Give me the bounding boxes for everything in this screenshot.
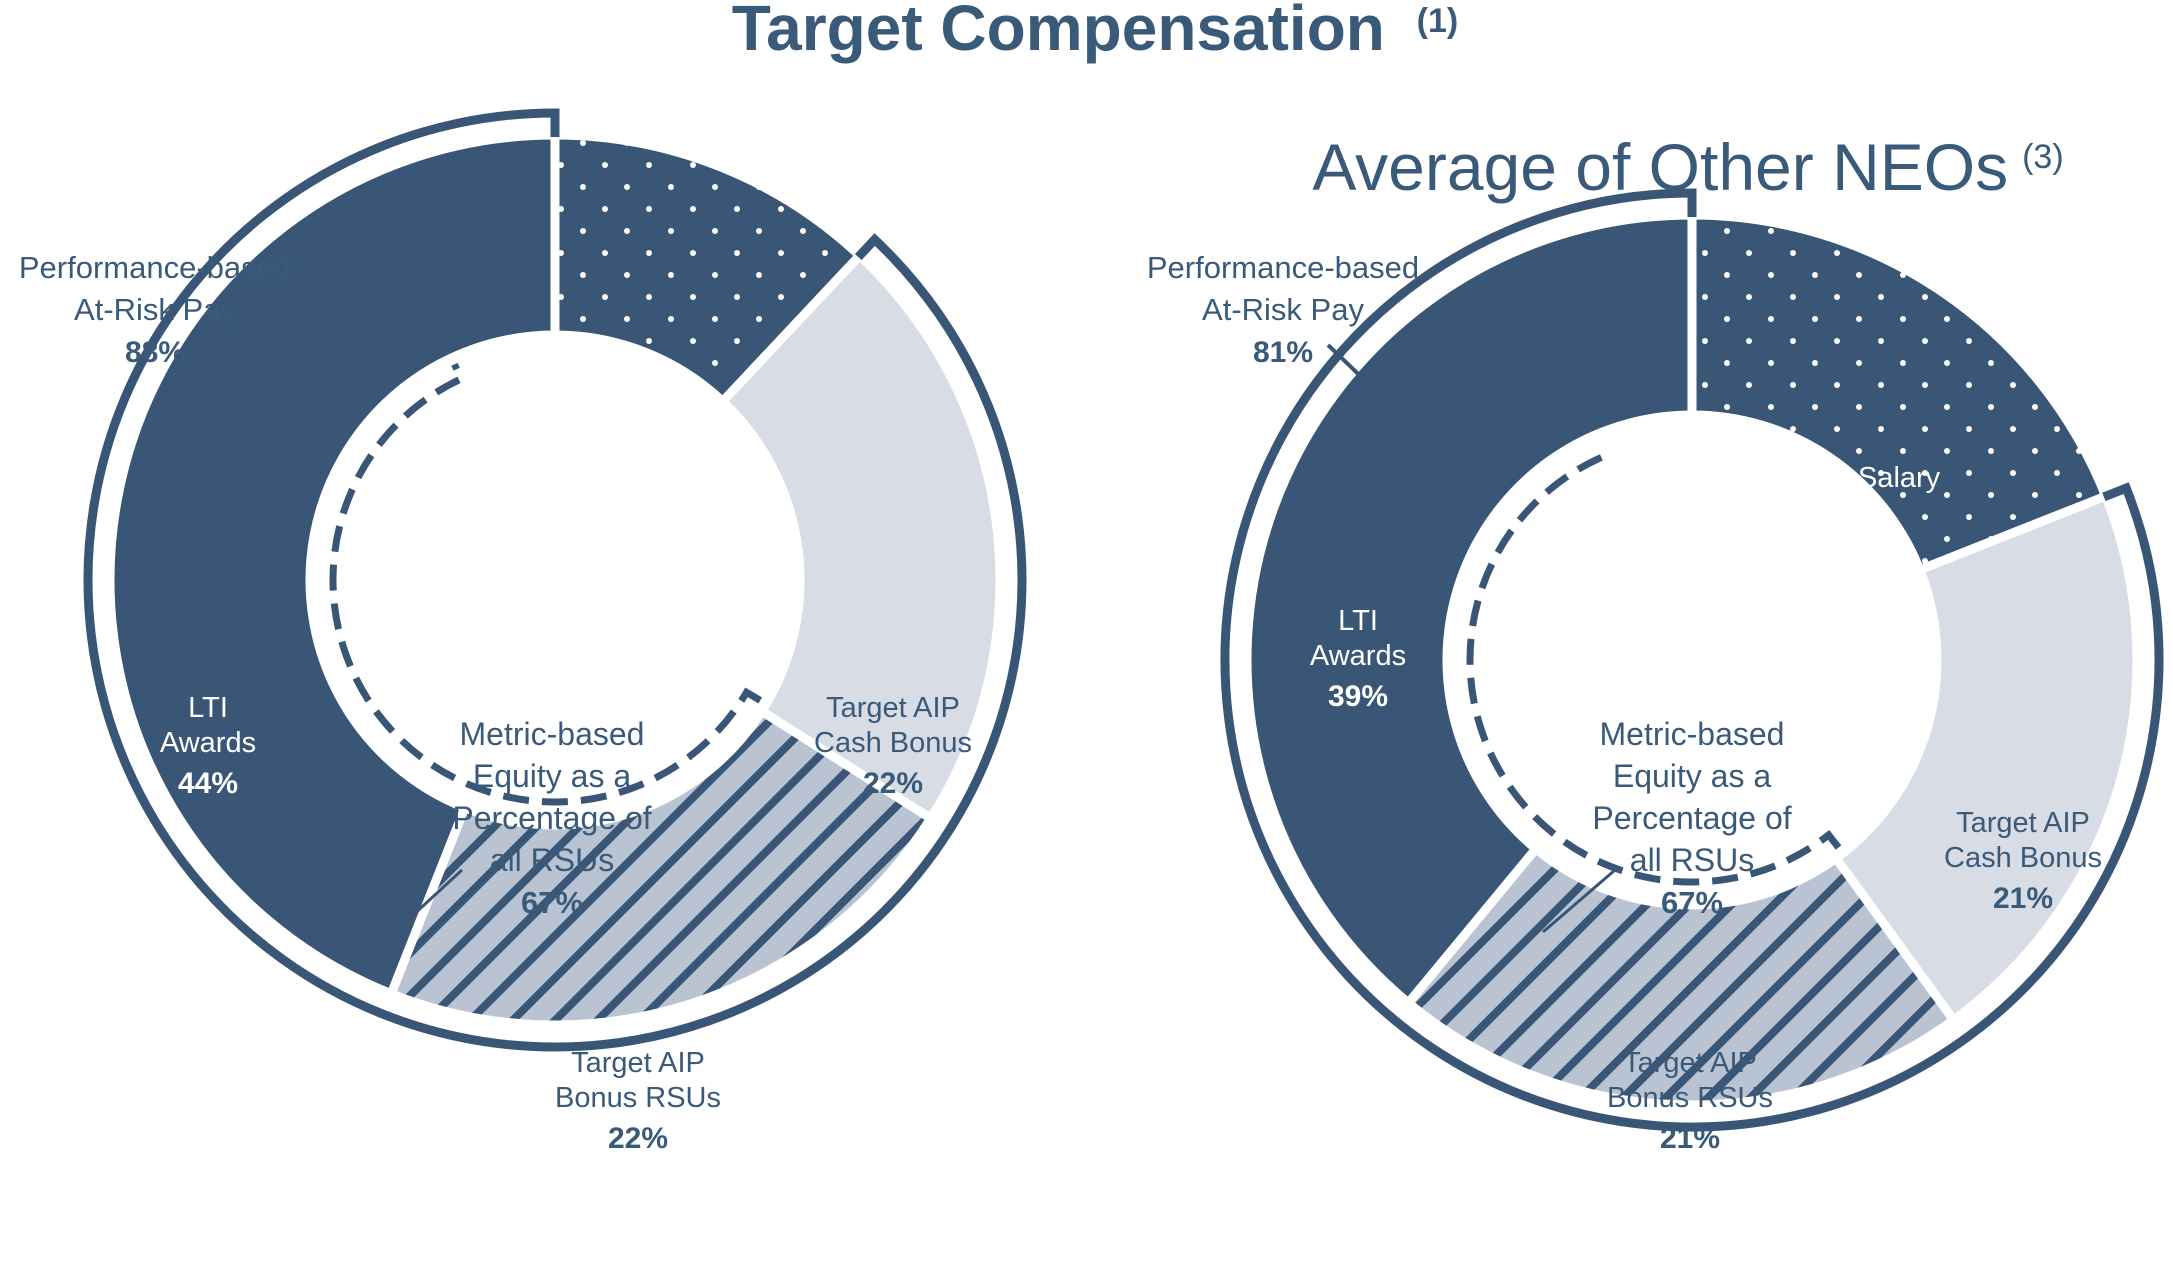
at-risk-pay-bracket — [1220, 188, 2164, 1132]
slice-label-rsu: Bonus RSUs — [1607, 1082, 1773, 1114]
slice-label-rsu: Bonus RSUs — [555, 1082, 721, 1114]
slice-label-lti: LTI — [188, 692, 228, 724]
metric-equity-leader — [1542, 868, 1616, 934]
metric-equity-label: Metric-based — [460, 716, 645, 752]
main-title-text: Target Compensation — [732, 0, 1385, 64]
at-risk-pay-value: 88% — [125, 336, 185, 369]
slice-label-base: Base Salary — [592, 410, 749, 442]
slice-value-rsu: 22% — [608, 1122, 668, 1155]
at-risk-pay-label: At-Risk Pay — [1202, 292, 1364, 327]
at-risk-pay-label: Performance-based — [19, 250, 291, 285]
slice-label-base: Base Salary — [1784, 462, 1941, 494]
slice-value-cash: 22% — [863, 767, 923, 800]
metric-equity-label: Equity as a — [1613, 758, 1772, 794]
slice-value-lti: 44% — [178, 767, 238, 800]
at-risk-pay-label: At-Risk Pay — [74, 292, 236, 327]
slice-value-lti: 39% — [1328, 680, 1388, 713]
main-title-note: (1) — [1417, 2, 1459, 40]
metric-equity-label: Equity as a — [473, 758, 632, 794]
slice-value-base: 12% — [640, 450, 700, 483]
slice-label-rsu: Target AIP — [571, 1047, 705, 1079]
slice-base — [1687, 210, 2112, 576]
slice-label-cash: Cash Bonus — [1944, 842, 2102, 874]
slice-value-base: 19% — [1832, 502, 1892, 535]
at-risk-pay-leader — [203, 343, 247, 387]
slice-value-rsu: 21% — [1660, 1122, 1720, 1155]
slice-label-cash: Target AIP — [826, 692, 960, 724]
slice-lti — [1242, 210, 1697, 1010]
metric-equity-value: 67% — [521, 885, 583, 920]
metric-equity-label: all RSUs — [1630, 842, 1754, 878]
other-neos-donut-chart: Average of Other NEOs (3)Base Salary19%Ta… — [1147, 130, 2164, 1155]
slice-cash — [1829, 490, 2142, 1027]
metric-equity-label: Percentage of — [452, 800, 651, 836]
slice-rsu — [385, 705, 937, 1030]
main-title: Target Compensation (1) — [732, 0, 1458, 64]
slice-value-cash: 21% — [1993, 882, 2053, 915]
metric-equity-bracket — [1466, 442, 1842, 886]
slice-label-cash: Cash Bonus — [814, 727, 972, 759]
chart-title-note: (3) — [2022, 138, 2064, 176]
metric-equity-bracket — [329, 362, 763, 806]
at-risk-pay-bracket — [83, 108, 1027, 1052]
at-risk-pay-leader — [1326, 343, 1377, 392]
metric-equity-label: Metric-based — [1600, 716, 1785, 752]
slice-lti — [105, 130, 560, 1000]
slice-label-cash: Target AIP — [1956, 807, 2090, 839]
slice-cash — [716, 249, 1005, 825]
at-risk-pay-label: Performance-based — [1147, 250, 1419, 285]
metric-equity-value: 67% — [1661, 885, 1723, 920]
slice-label-lti: LTI — [1338, 605, 1378, 637]
metric-equity-label: Percentage of — [1592, 800, 1791, 836]
slice-label-lti: Awards — [1310, 640, 1406, 672]
metric-equity-leader — [396, 868, 464, 931]
slice-rsu — [1402, 842, 1960, 1110]
slice-label-lti: Awards — [160, 727, 256, 759]
slice-label-rsu: Target AIP — [1623, 1047, 1757, 1079]
at-risk-pay-value: 81% — [1253, 336, 1313, 369]
metric-equity-label: all RSUs — [490, 842, 614, 878]
